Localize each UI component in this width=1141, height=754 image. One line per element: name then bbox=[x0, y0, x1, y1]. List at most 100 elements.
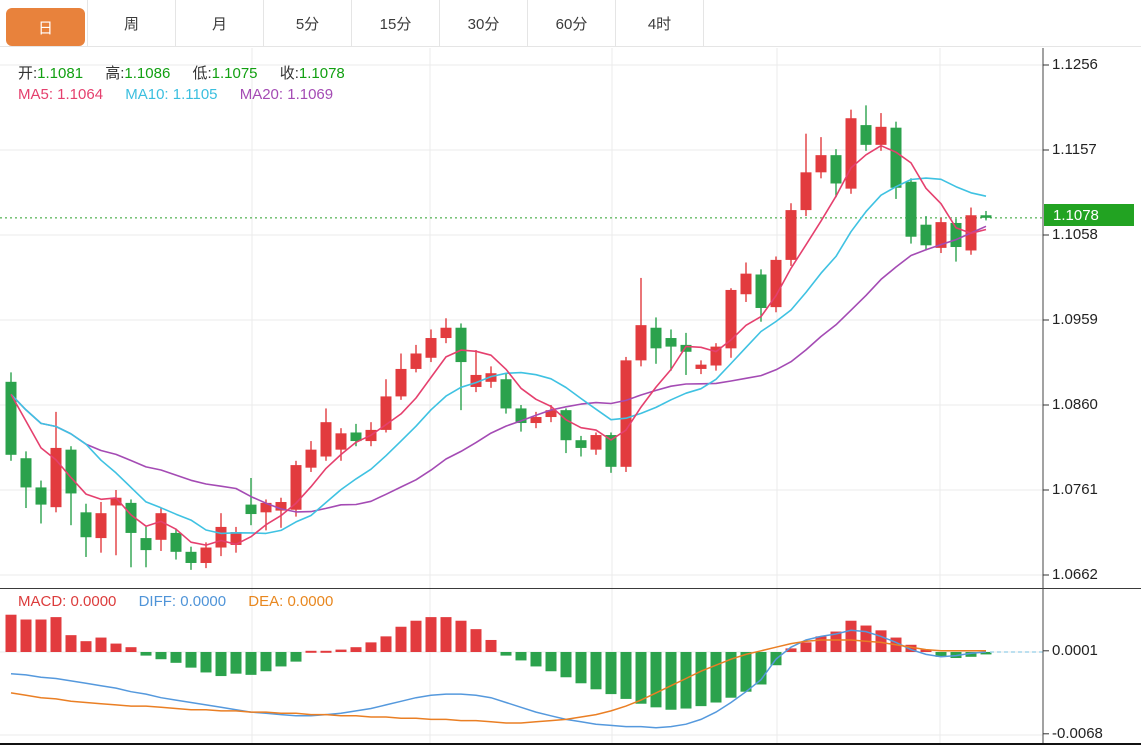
candle-body bbox=[500, 379, 512, 409]
candle-body bbox=[35, 487, 47, 505]
candle-body bbox=[875, 126, 887, 145]
macd-hist-bar bbox=[650, 652, 662, 708]
macd-hist-bar bbox=[230, 652, 242, 674]
candle-body bbox=[395, 368, 407, 397]
tab-1w[interactable]: 周 bbox=[88, 0, 176, 46]
macd-hist-bar bbox=[260, 652, 272, 672]
macd-hist-bar bbox=[200, 652, 212, 673]
candle-body bbox=[200, 547, 212, 563]
macd-hist-bar bbox=[170, 652, 182, 663]
candle-body bbox=[650, 327, 662, 349]
macd-hist-bar bbox=[425, 617, 437, 652]
diff-value: DIFF: 0.0000 bbox=[138, 593, 227, 610]
candle-body bbox=[5, 381, 17, 455]
macd-hist-bar bbox=[935, 652, 947, 657]
ma10-line bbox=[10, 177, 987, 535]
macd-hist-bar bbox=[20, 619, 32, 652]
macd-hist-bar bbox=[95, 637, 107, 652]
macd-hist-bar bbox=[80, 641, 92, 652]
tab-60m[interactable]: 60分 bbox=[528, 0, 616, 46]
tab-15m[interactable]: 15分 bbox=[352, 0, 440, 46]
candle-body bbox=[440, 327, 452, 339]
tab-5m[interactable]: 5分 bbox=[264, 0, 352, 46]
candle-body bbox=[830, 155, 842, 184]
macd-legend: MACD: 0.0000 DIFF: 0.0000 DEA: 0.0000 bbox=[18, 593, 333, 610]
candle-body bbox=[545, 410, 557, 418]
ma-legend: MA5: 1.1064 MA10: 1.1105 MA20: 1.1069 bbox=[18, 86, 333, 103]
macd-hist-bar bbox=[110, 643, 122, 652]
macd-hist-bar bbox=[530, 652, 542, 667]
candle-body bbox=[575, 440, 587, 448]
dea-value: DEA: 0.0000 bbox=[248, 593, 334, 610]
candle-body bbox=[935, 222, 947, 248]
tab-1d[interactable]: 日 bbox=[0, 0, 88, 46]
diff-line bbox=[10, 629, 987, 729]
candle-body bbox=[680, 344, 692, 352]
tab-4h[interactable]: 4时 bbox=[616, 0, 704, 46]
candle-body bbox=[185, 551, 197, 563]
macd-hist-bar bbox=[845, 620, 857, 652]
ma5-value: MA5: 1.1064 bbox=[18, 86, 104, 103]
macd-hist-bar bbox=[50, 617, 62, 652]
ma5-line bbox=[10, 144, 987, 546]
macd-hist-bar bbox=[710, 652, 722, 703]
candle-body bbox=[710, 346, 722, 366]
candle-body bbox=[65, 449, 77, 494]
macd-tick-label: -0.0068 bbox=[1052, 724, 1103, 742]
macd-hist-bar bbox=[545, 652, 557, 672]
macd-hist-bar bbox=[575, 652, 587, 684]
price-tick-label: 1.0662 bbox=[1052, 566, 1098, 583]
candle-body bbox=[380, 396, 392, 430]
candle-body bbox=[590, 435, 602, 450]
macd-hist-bar bbox=[365, 642, 377, 652]
macd-hist-bar bbox=[785, 648, 797, 652]
candle-body bbox=[725, 289, 737, 349]
macd-hist-bar bbox=[350, 647, 362, 652]
macd-hist-bar bbox=[155, 652, 167, 660]
macd-hist-bar bbox=[455, 620, 467, 652]
tab-30m[interactable]: 30分 bbox=[440, 0, 528, 46]
macd-hist-bar bbox=[440, 617, 452, 652]
candle-body bbox=[620, 360, 632, 467]
macd-hist-bar bbox=[695, 652, 707, 707]
ma10-value: MA10: 1.1105 bbox=[125, 86, 218, 103]
candle-body bbox=[275, 502, 287, 511]
macd-hist-bar bbox=[905, 644, 917, 652]
macd-hist-bar bbox=[335, 649, 347, 652]
macd-hist-bar bbox=[65, 635, 77, 652]
candle-body bbox=[800, 172, 812, 211]
tab-1mo-label: 月 bbox=[211, 15, 227, 33]
macd-hist-bar bbox=[605, 652, 617, 695]
candle-body bbox=[320, 422, 332, 457]
price-tick-label: 1.1058 bbox=[1052, 226, 1098, 243]
macd-hist-bar bbox=[5, 614, 17, 652]
candle-body bbox=[335, 433, 347, 450]
macd-hist-bar bbox=[560, 652, 572, 678]
macd-hist-bar bbox=[920, 649, 932, 652]
macd-hist-bar bbox=[665, 652, 677, 710]
candle-body bbox=[470, 374, 482, 387]
macd-hist-bar bbox=[290, 652, 302, 662]
candle-body bbox=[215, 526, 227, 548]
candle-body bbox=[605, 435, 617, 467]
candle-body bbox=[890, 127, 902, 188]
macd-hist-bar bbox=[590, 652, 602, 690]
macd-hist-bar bbox=[800, 642, 812, 652]
candle-body bbox=[170, 532, 182, 552]
macd-hist-bar bbox=[215, 652, 227, 677]
macd-hist-bar bbox=[500, 652, 512, 656]
candle-body bbox=[20, 458, 32, 488]
ohlc-legend: 开:1.1081 高:1.1086 低:1.1075 收:1.1078 bbox=[18, 62, 345, 83]
price-tick-label: 1.0761 bbox=[1052, 481, 1098, 498]
tab-1mo[interactable]: 月 bbox=[176, 0, 264, 46]
low-label: 低:1.1075 bbox=[192, 65, 258, 82]
macd-hist-bar bbox=[875, 630, 887, 652]
tab-1d-active-pill: 日 bbox=[6, 8, 85, 46]
macd-hist-bar bbox=[740, 652, 752, 692]
price-tick-label: 1.0959 bbox=[1052, 311, 1098, 328]
candle-body bbox=[770, 259, 782, 308]
candle-body bbox=[290, 465, 302, 510]
macd-hist-bar bbox=[125, 647, 137, 652]
candle-body bbox=[560, 410, 572, 441]
